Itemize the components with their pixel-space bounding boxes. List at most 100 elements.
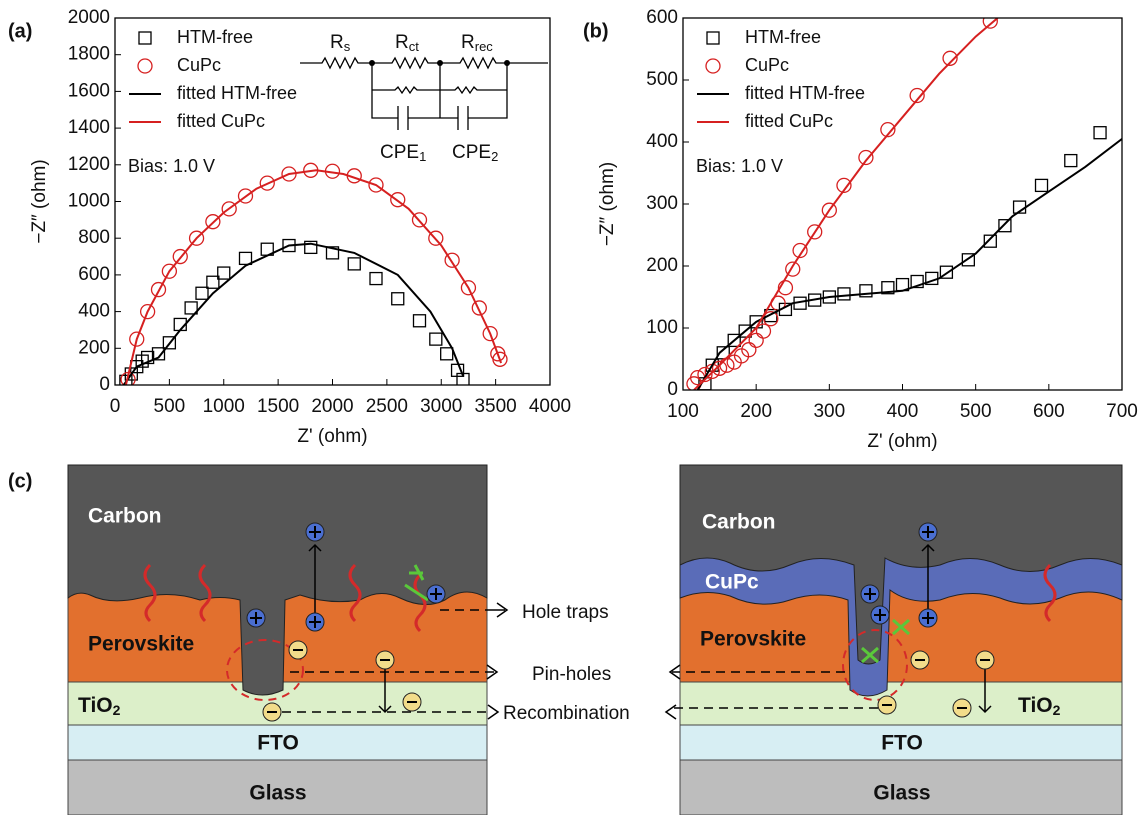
x-tick-label: 4000: [529, 396, 571, 417]
point: [205, 214, 221, 230]
y-tick-label: 400: [646, 131, 678, 152]
point: [711, 360, 728, 376]
point: [259, 175, 275, 191]
point: [150, 281, 167, 298]
point: [881, 281, 895, 295]
point: [777, 280, 794, 296]
point: [188, 230, 205, 246]
y-tick-label: 1800: [68, 44, 110, 65]
point: [471, 300, 487, 316]
point: [1034, 178, 1049, 193]
x-tick-label: 2000: [311, 396, 353, 417]
point: [195, 286, 209, 300]
point: [411, 212, 428, 228]
legend-label: HTM-free: [745, 27, 821, 47]
point: [492, 351, 508, 367]
device-right: [679, 464, 1123, 815]
circuit: [300, 56, 548, 130]
fit-line: [696, 138, 1122, 390]
x-axis-title: Z' (ohm): [867, 431, 937, 452]
y-tick-label: 1200: [68, 154, 110, 175]
point: [369, 271, 383, 286]
point: [961, 253, 975, 267]
point: [836, 177, 852, 194]
point: [792, 242, 808, 259]
legend-label: fitted HTM-free: [745, 83, 865, 103]
layer-label: TiO2: [1018, 694, 1061, 718]
panel-label: (b): [583, 20, 609, 42]
layer-label: Glass: [873, 782, 930, 805]
annotation: Bias: 1.0 V: [128, 156, 215, 176]
circuit-label-sub: s: [344, 39, 351, 54]
legend-marker: [705, 58, 721, 74]
point: [1093, 126, 1107, 140]
x-tick-label: 200: [740, 401, 772, 422]
circuit-label-sub: rec: [475, 39, 494, 54]
point: [368, 177, 384, 193]
x-tick-label: 3000: [420, 396, 462, 417]
fit-line: [124, 169, 503, 385]
x-tick-label: 0: [110, 396, 121, 417]
fit-line: [693, 18, 999, 390]
point: [785, 261, 801, 277]
x-tick-label: 600: [1033, 401, 1065, 422]
point: [738, 324, 752, 338]
layer-label: Carbon: [88, 505, 162, 528]
x-tick-label: 100: [667, 401, 699, 422]
layer-label-sub: 2: [1053, 702, 1061, 718]
layer-label: Glass: [249, 782, 306, 805]
circuit-label: CPE1: [380, 142, 426, 164]
point: [460, 280, 477, 296]
circuit-label-main: CPE: [452, 142, 491, 163]
point: [998, 219, 1012, 233]
point: [391, 292, 405, 306]
legend-label: HTM-free: [177, 27, 253, 47]
circuit-label-main: R: [395, 32, 409, 53]
x-tick-label: 1500: [257, 396, 299, 417]
x-tick-label: 400: [887, 401, 919, 422]
point: [161, 263, 178, 279]
circuit-label-sub: 1: [419, 149, 426, 164]
annotation: Hole traps: [522, 602, 609, 623]
point: [821, 202, 837, 218]
layer-label-sub: 2: [113, 702, 121, 718]
circuit-label-sub: ct: [409, 39, 420, 54]
plot-area: [686, 18, 1122, 390]
point: [440, 347, 454, 361]
charges: [246, 522, 995, 722]
point: [697, 366, 713, 383]
layer-label: Perovskite: [88, 633, 194, 656]
point: [172, 248, 188, 265]
y-tick-label: 200: [78, 337, 110, 358]
y-axis-title: −Z″ (ohm): [597, 162, 618, 246]
point: [807, 224, 823, 240]
point: [428, 230, 444, 246]
layer-label: TiO2: [78, 694, 121, 718]
legend-label: fitted CuPc: [177, 111, 265, 131]
point: [939, 265, 954, 279]
point: [748, 332, 764, 349]
circuit-label-sub: 2: [491, 149, 498, 164]
panel-label: (c): [8, 470, 32, 492]
y-tick-label: 600: [78, 264, 110, 285]
point: [140, 350, 155, 365]
layer-label: FTO: [257, 732, 299, 755]
point: [217, 266, 231, 280]
point: [129, 331, 145, 347]
layer-label: Carbon: [702, 511, 776, 534]
point: [325, 246, 340, 260]
x-tick-label: 300: [813, 401, 845, 422]
layer-label-main: TiO: [78, 694, 113, 717]
x-tick-label: 3500: [474, 396, 516, 417]
point: [237, 188, 254, 204]
plot-area: [119, 162, 508, 385]
legend-label: fitted CuPc: [745, 111, 833, 131]
y-tick-label: 500: [646, 69, 678, 90]
point: [741, 342, 757, 358]
legend-marker: [138, 31, 152, 45]
annotation: Recombination: [503, 703, 630, 724]
point: [859, 284, 873, 298]
layer-label: FTO: [881, 732, 923, 755]
point: [880, 121, 896, 138]
y-tick-label: 2000: [68, 7, 110, 28]
